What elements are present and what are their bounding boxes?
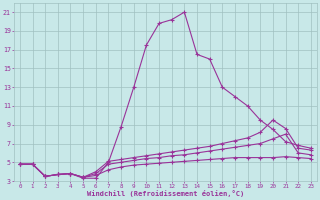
X-axis label: Windchill (Refroidissement éolien,°C): Windchill (Refroidissement éolien,°C) bbox=[87, 190, 244, 197]
